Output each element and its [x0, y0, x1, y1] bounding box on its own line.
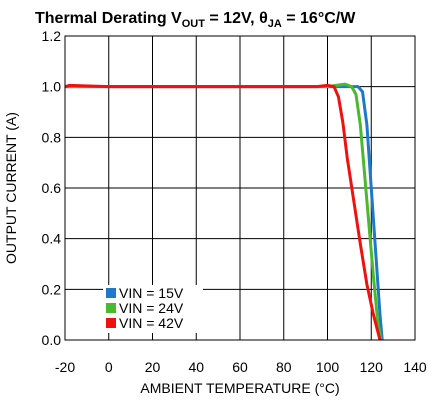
y-tick-label: 1.0: [42, 79, 62, 95]
title-prefix: Thermal Derating V: [35, 10, 182, 27]
x-tick-label: 20: [145, 359, 161, 375]
title-suffix: = 16°C/W: [282, 10, 356, 27]
legend-swatch: [106, 303, 116, 313]
x-tick-label: -20: [55, 359, 75, 375]
x-axis-label: AMBIENT TEMPERATURE (°C): [140, 380, 339, 396]
x-tick-label: 60: [232, 359, 248, 375]
x-tick-label: 140: [403, 359, 427, 375]
y-tick-label: 0.4: [42, 231, 62, 247]
legend-label: VIN = 15V: [119, 285, 184, 301]
legend-label: VIN = 24V: [119, 300, 184, 316]
series-line-3: [64, 83, 382, 341]
legend-swatch: [106, 318, 116, 328]
title-subscript-ja: JA: [268, 18, 282, 30]
legend-swatch: [106, 288, 116, 298]
legend-box: [103, 285, 203, 333]
x-tick-label: 120: [360, 359, 384, 375]
y-axis-label: OUTPUT CURRENT (A): [3, 112, 19, 264]
y-tick-label: 0.6: [42, 180, 62, 196]
title-subscript-out: OUT: [182, 18, 206, 30]
y-tick-label: 1.2: [42, 28, 62, 44]
y-tick-label: 0.0: [42, 332, 62, 348]
tick-layer: -20 0 20 40 60 80 100 120 140 0.0 0.2 0.4 0.6 0.8 1.0 1…: [42, 28, 427, 375]
x-tick-label: 0: [105, 359, 113, 375]
chart-title: Thermal Derating VOUT = 12V, θJA = 16°C/…: [35, 10, 356, 30]
y-tick-label: 0.2: [42, 281, 62, 297]
x-tick-label: 80: [276, 359, 292, 375]
title-middle: = 12V, θ: [205, 10, 268, 27]
plot-frame: [64, 35, 416, 341]
series-layer: [64, 82, 384, 341]
legend-label: VIN = 42V: [119, 315, 184, 331]
y-tick-label: 0.8: [42, 129, 62, 145]
x-tick-label: 100: [316, 359, 340, 375]
x-tick-label: 40: [188, 359, 204, 375]
